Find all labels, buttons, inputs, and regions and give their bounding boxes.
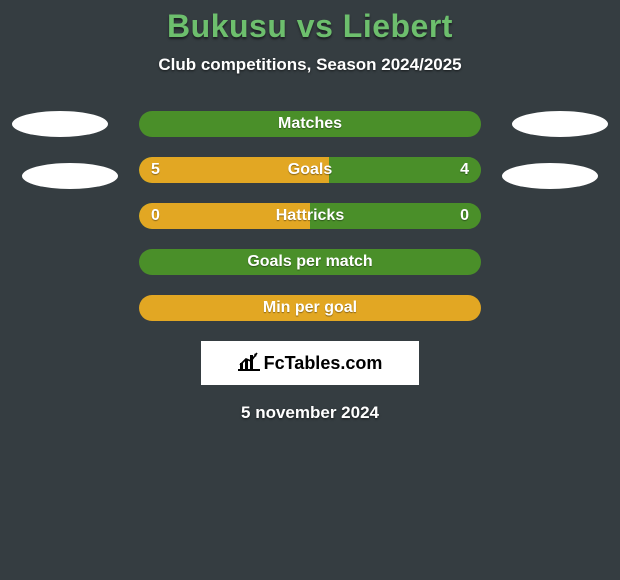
stat-fill-right (329, 157, 481, 183)
footer-date: 5 november 2024 (0, 403, 620, 423)
stats-area: Matches 5 Goals 4 0 Hattricks 0 Goals pe… (0, 111, 620, 423)
brand-box[interactable]: FcTables.com (201, 341, 419, 385)
page-title: Bukusu vs Liebert (0, 8, 620, 45)
stat-value-right: 0 (460, 207, 469, 225)
stat-row-matches: Matches (139, 111, 481, 137)
stat-value-left: 5 (151, 161, 160, 179)
chart-icon (238, 351, 260, 376)
stat-value-left: 0 (151, 207, 160, 225)
brand-text: FcTables.com (264, 353, 383, 374)
right-logo-placeholder-1 (512, 111, 608, 137)
stat-row-goals: 5 Goals 4 (139, 157, 481, 183)
stat-row-goals-per-match: Goals per match (139, 249, 481, 275)
left-logo-placeholder-1 (12, 111, 108, 137)
stat-label: Matches (278, 115, 342, 133)
stat-label: Min per goal (263, 299, 357, 317)
left-logo-placeholder-2 (22, 163, 118, 189)
stat-value-right: 4 (460, 161, 469, 179)
stat-label: Hattricks (276, 207, 344, 225)
stat-bars: Matches 5 Goals 4 0 Hattricks 0 Goals pe… (139, 111, 481, 321)
stat-row-hattricks: 0 Hattricks 0 (139, 203, 481, 229)
stat-label: Goals (288, 161, 332, 179)
stat-label: Goals per match (247, 253, 372, 271)
right-logo-placeholder-2 (502, 163, 598, 189)
infographic-container: Bukusu vs Liebert Club competitions, Sea… (0, 0, 620, 423)
stat-row-min-per-goal: Min per goal (139, 295, 481, 321)
page-subtitle: Club competitions, Season 2024/2025 (0, 55, 620, 75)
